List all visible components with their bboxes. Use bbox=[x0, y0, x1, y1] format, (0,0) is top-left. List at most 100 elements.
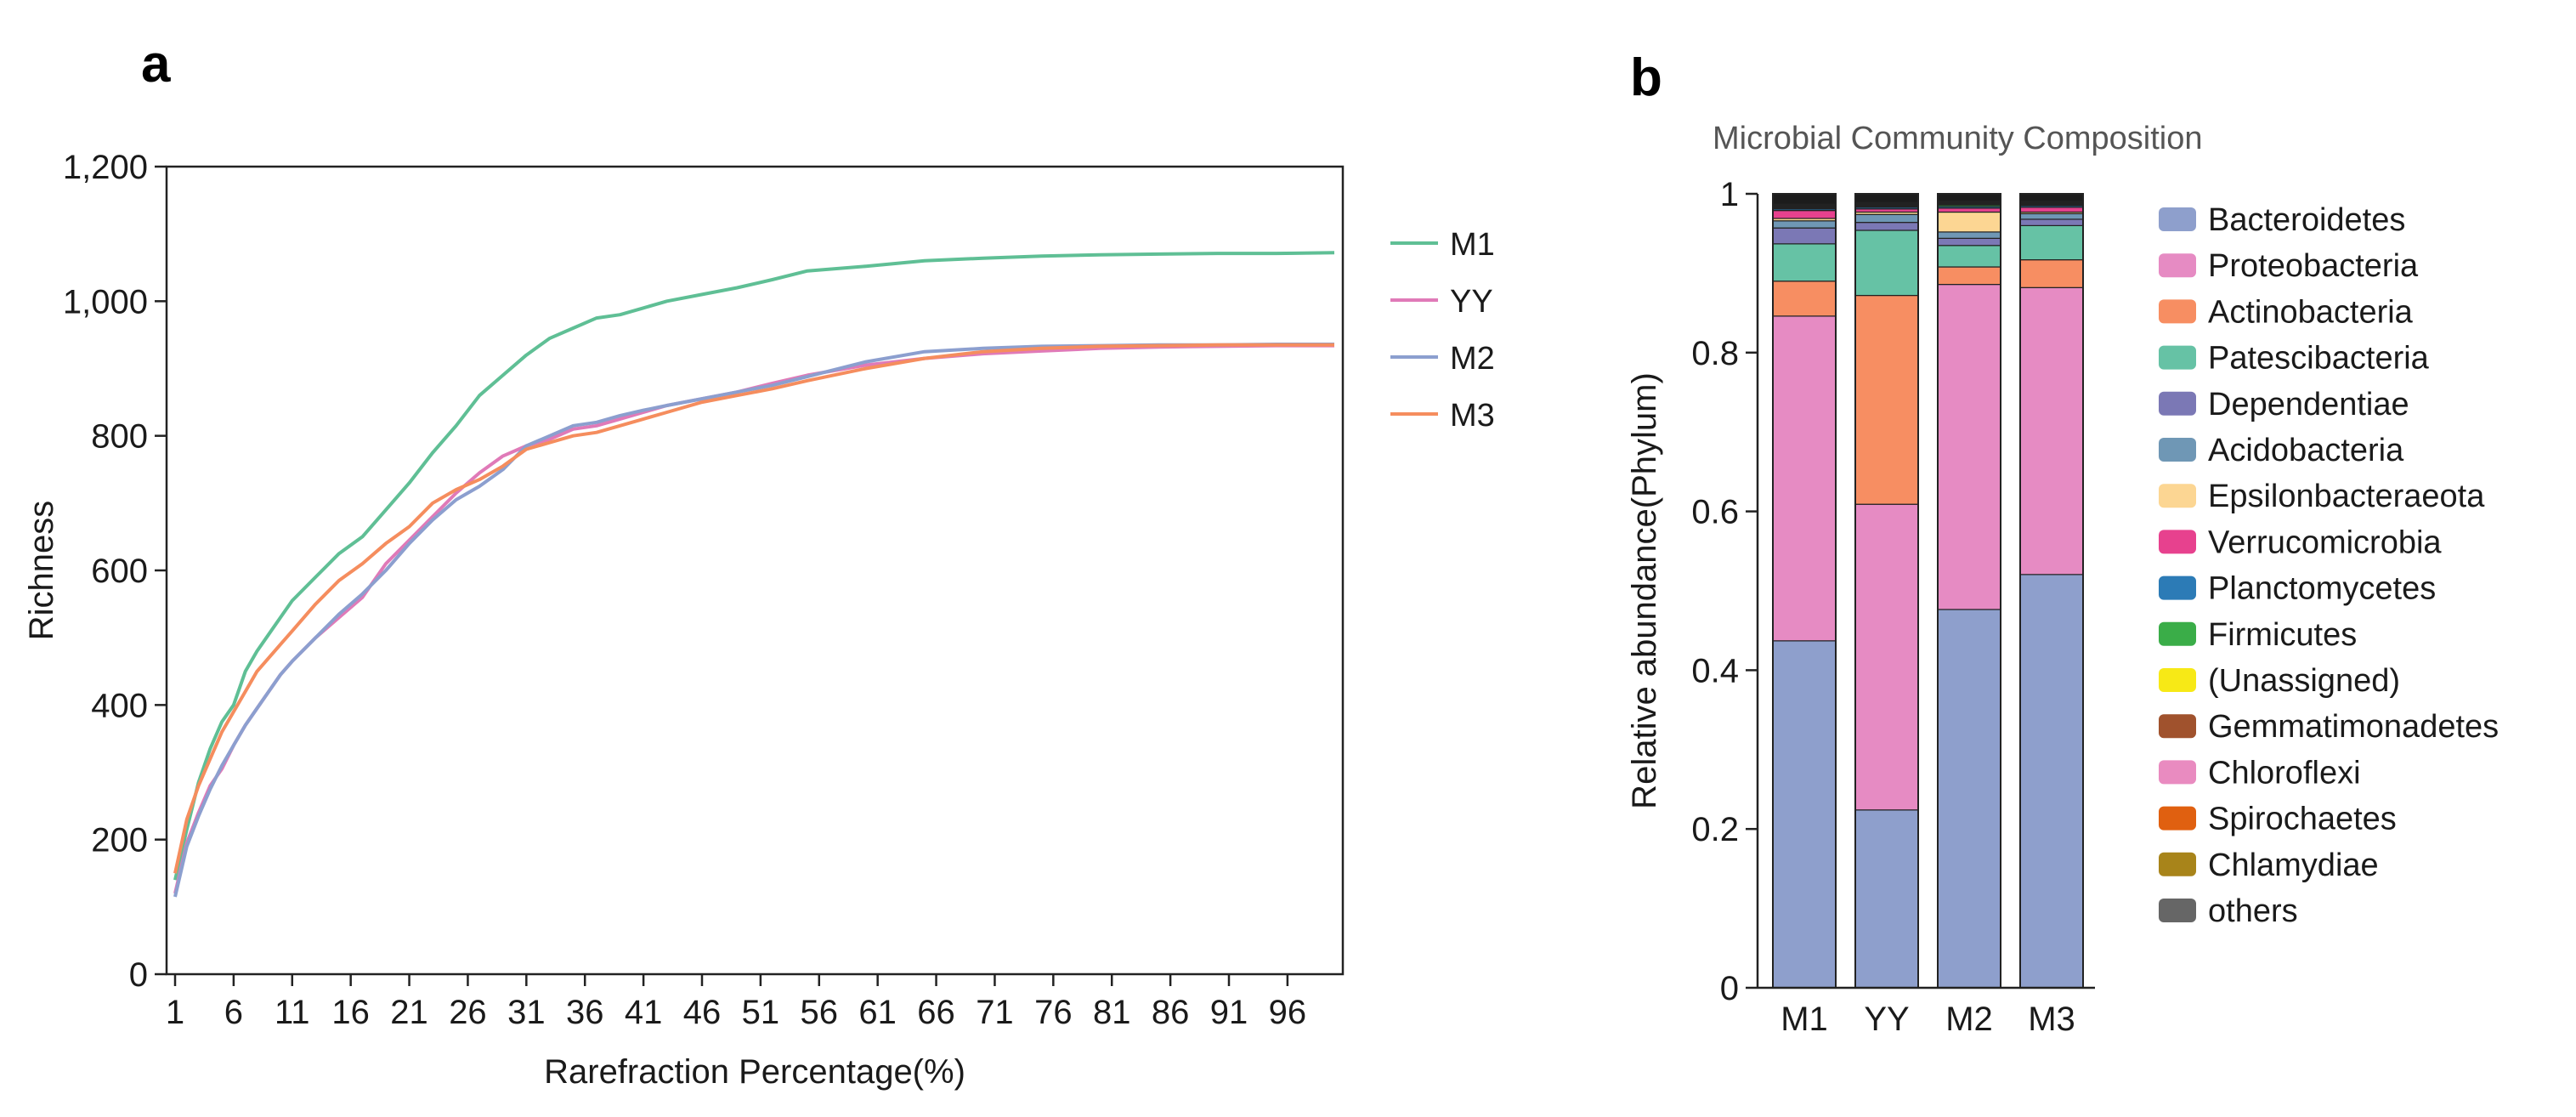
line-plot-frame bbox=[165, 165, 1345, 976]
legend-label: M3 bbox=[1450, 398, 1495, 434]
legend-label: others bbox=[2208, 893, 2298, 929]
legend-label: Actinobacteria bbox=[2208, 294, 2414, 330]
bar-segment-m3-others bbox=[2019, 193, 2084, 202]
legend-swatch bbox=[2159, 852, 2196, 876]
legend-label: Chlamydiae bbox=[2208, 848, 2379, 883]
bar-segment-m1-acidobacteria bbox=[1772, 220, 1837, 229]
bar-segment-m3-acidobacteria bbox=[2019, 213, 2084, 220]
legend-swatch bbox=[2159, 621, 2196, 646]
legend-swatch bbox=[2159, 345, 2196, 370]
bar-segment-yy-actinobacteria bbox=[1854, 294, 1919, 505]
x-tick-label: 26 bbox=[449, 994, 487, 1031]
bar-segment-m1-others bbox=[1772, 193, 1837, 205]
y-tick-label: 400 bbox=[91, 687, 148, 724]
y-tick-label: 1,000 bbox=[63, 283, 148, 320]
x-tick-label: 1 bbox=[166, 994, 184, 1031]
bar-segment-yy-bacteroidetes bbox=[1854, 809, 1919, 989]
bar-segment-m1-verrucomicrobia bbox=[1772, 210, 1837, 219]
bar-legend: Bacteroidetes Proteobacteria Actinobacteri… bbox=[2159, 202, 2499, 929]
y-tick-label: 800 bbox=[91, 418, 148, 456]
legend-swatch bbox=[2159, 484, 2196, 508]
x-tick-label: 66 bbox=[917, 994, 955, 1031]
bar-segment-yy-patescibacteria bbox=[1854, 230, 1919, 297]
x-axis-ticks: 1 6 11 16 21 26 31 36 41 46 51 56 61 66 71 76 81 86 91 96 bbox=[166, 974, 1306, 1031]
x-tick-label: 6 bbox=[224, 994, 243, 1031]
y-tick-label: 600 bbox=[91, 553, 148, 590]
bar-segment-yy-others bbox=[1854, 193, 1919, 203]
bar-segment-m2-patescibacteria bbox=[1937, 245, 2001, 268]
x-tick-label: M3 bbox=[2028, 1001, 2075, 1038]
x-tick-label: 31 bbox=[507, 994, 546, 1031]
bar-segment-yy-acidobacteria bbox=[1854, 213, 1919, 224]
legend-swatch bbox=[2159, 438, 2196, 462]
x-tick-label: 41 bbox=[625, 994, 663, 1031]
legend-label: (Unassigned) bbox=[2208, 663, 2400, 699]
legend-label: M2 bbox=[1450, 341, 1495, 377]
legend-label: Spirochaetes bbox=[2208, 802, 2397, 837]
y-axis-title: Richness bbox=[23, 501, 60, 641]
legend-label: Verrucomicrobia bbox=[2208, 524, 2442, 560]
x-tick-label: 96 bbox=[1269, 994, 1307, 1031]
y-tick-label: 0.4 bbox=[1691, 652, 1739, 689]
legend-swatch bbox=[2159, 760, 2196, 785]
x-axis-title: Rarefraction Percentage(%) bbox=[544, 1053, 965, 1091]
bar-segment-m3-verrucomicrobia bbox=[2019, 207, 2084, 213]
bar-segment-yy-dependentiae bbox=[1854, 222, 1919, 231]
bar-segment-m3-bacteroidetes bbox=[2019, 574, 2084, 989]
legend-swatch bbox=[2159, 576, 2196, 600]
y-axis-ticks: 0 200 400 600 800 1,000 1,200 bbox=[63, 149, 167, 994]
line-series bbox=[173, 251, 1335, 898]
bar-segment-m1-bacteroidetes bbox=[1772, 640, 1837, 989]
y-tick-label: 0.8 bbox=[1691, 335, 1739, 372]
y-tick-label: 0.2 bbox=[1691, 811, 1739, 848]
x-tick-label: 71 bbox=[976, 994, 1014, 1031]
y-tick-label: 200 bbox=[91, 822, 148, 859]
legend-swatch bbox=[2159, 806, 2196, 831]
x-tick-label: 86 bbox=[1152, 994, 1190, 1031]
bar-segment-m1-proteobacteria bbox=[1772, 315, 1837, 642]
bar-segment-m3-patescibacteria bbox=[2019, 224, 2084, 261]
x-tick-label: M2 bbox=[1945, 1001, 1993, 1038]
line-legend: M1 YY M2 M3 bbox=[1390, 227, 1495, 434]
bar-segment-m2-proteobacteria bbox=[1937, 283, 2001, 610]
legend-label: Firmicutes bbox=[2208, 617, 2357, 653]
legend-swatch bbox=[2159, 668, 2196, 692]
stacked-bars bbox=[1772, 193, 2084, 989]
x-tick-label: YY bbox=[1864, 1001, 1909, 1038]
series-line-yy bbox=[173, 343, 1334, 894]
x-tick-label: 16 bbox=[331, 994, 370, 1031]
legend-label: Patescibacteria bbox=[2208, 341, 2430, 377]
legend-swatch bbox=[2159, 899, 2196, 922]
y-tick-label: 1,200 bbox=[63, 149, 148, 186]
bar-segment-m2-acidobacteria bbox=[1937, 231, 2001, 239]
series-line-m2 bbox=[173, 343, 1334, 898]
bar-segment-m1-dependentiae bbox=[1772, 227, 1837, 245]
bar-segment-m3-actinobacteria bbox=[2019, 258, 2084, 288]
bar-segment-m3-proteobacteria bbox=[2019, 286, 2084, 576]
series-line-m3 bbox=[173, 343, 1334, 874]
bar-segment-m2-actinobacteria bbox=[1937, 266, 2001, 286]
x-tick-label: 61 bbox=[858, 994, 897, 1031]
legend-swatch bbox=[2159, 299, 2196, 324]
legend-label: M1 bbox=[1450, 227, 1495, 263]
bar-segment-m2-epsilonbacteraeota bbox=[1937, 211, 2001, 233]
x-tick-label: 36 bbox=[566, 994, 604, 1031]
panel-label-a: a bbox=[141, 35, 171, 94]
x-axis-ticks: M1 YY M2 M3 bbox=[1781, 1001, 2075, 1038]
x-tick-label: M1 bbox=[1781, 1001, 1828, 1038]
bar-segment-m2-dependentiae bbox=[1937, 237, 2001, 247]
y-axis-ticks: 0 0.2 0.4 0.6 0.8 1 bbox=[1691, 176, 1758, 1007]
legend-label: Acidobacteria bbox=[2208, 433, 2404, 468]
legend-label: Planctomycetes bbox=[2208, 571, 2436, 607]
x-tick-label: 51 bbox=[742, 994, 780, 1031]
legend-label: Bacteroidetes bbox=[2208, 202, 2405, 238]
x-tick-label: 56 bbox=[801, 994, 839, 1031]
x-tick-label: 11 bbox=[275, 994, 310, 1031]
y-tick-label: 0 bbox=[1720, 970, 1739, 1007]
x-tick-label: 81 bbox=[1093, 994, 1131, 1031]
y-axis-title: Relative abundance(Phylum) bbox=[1626, 372, 1663, 809]
y-tick-label: 1 bbox=[1720, 176, 1739, 213]
y-tick-label: 0 bbox=[129, 956, 148, 994]
